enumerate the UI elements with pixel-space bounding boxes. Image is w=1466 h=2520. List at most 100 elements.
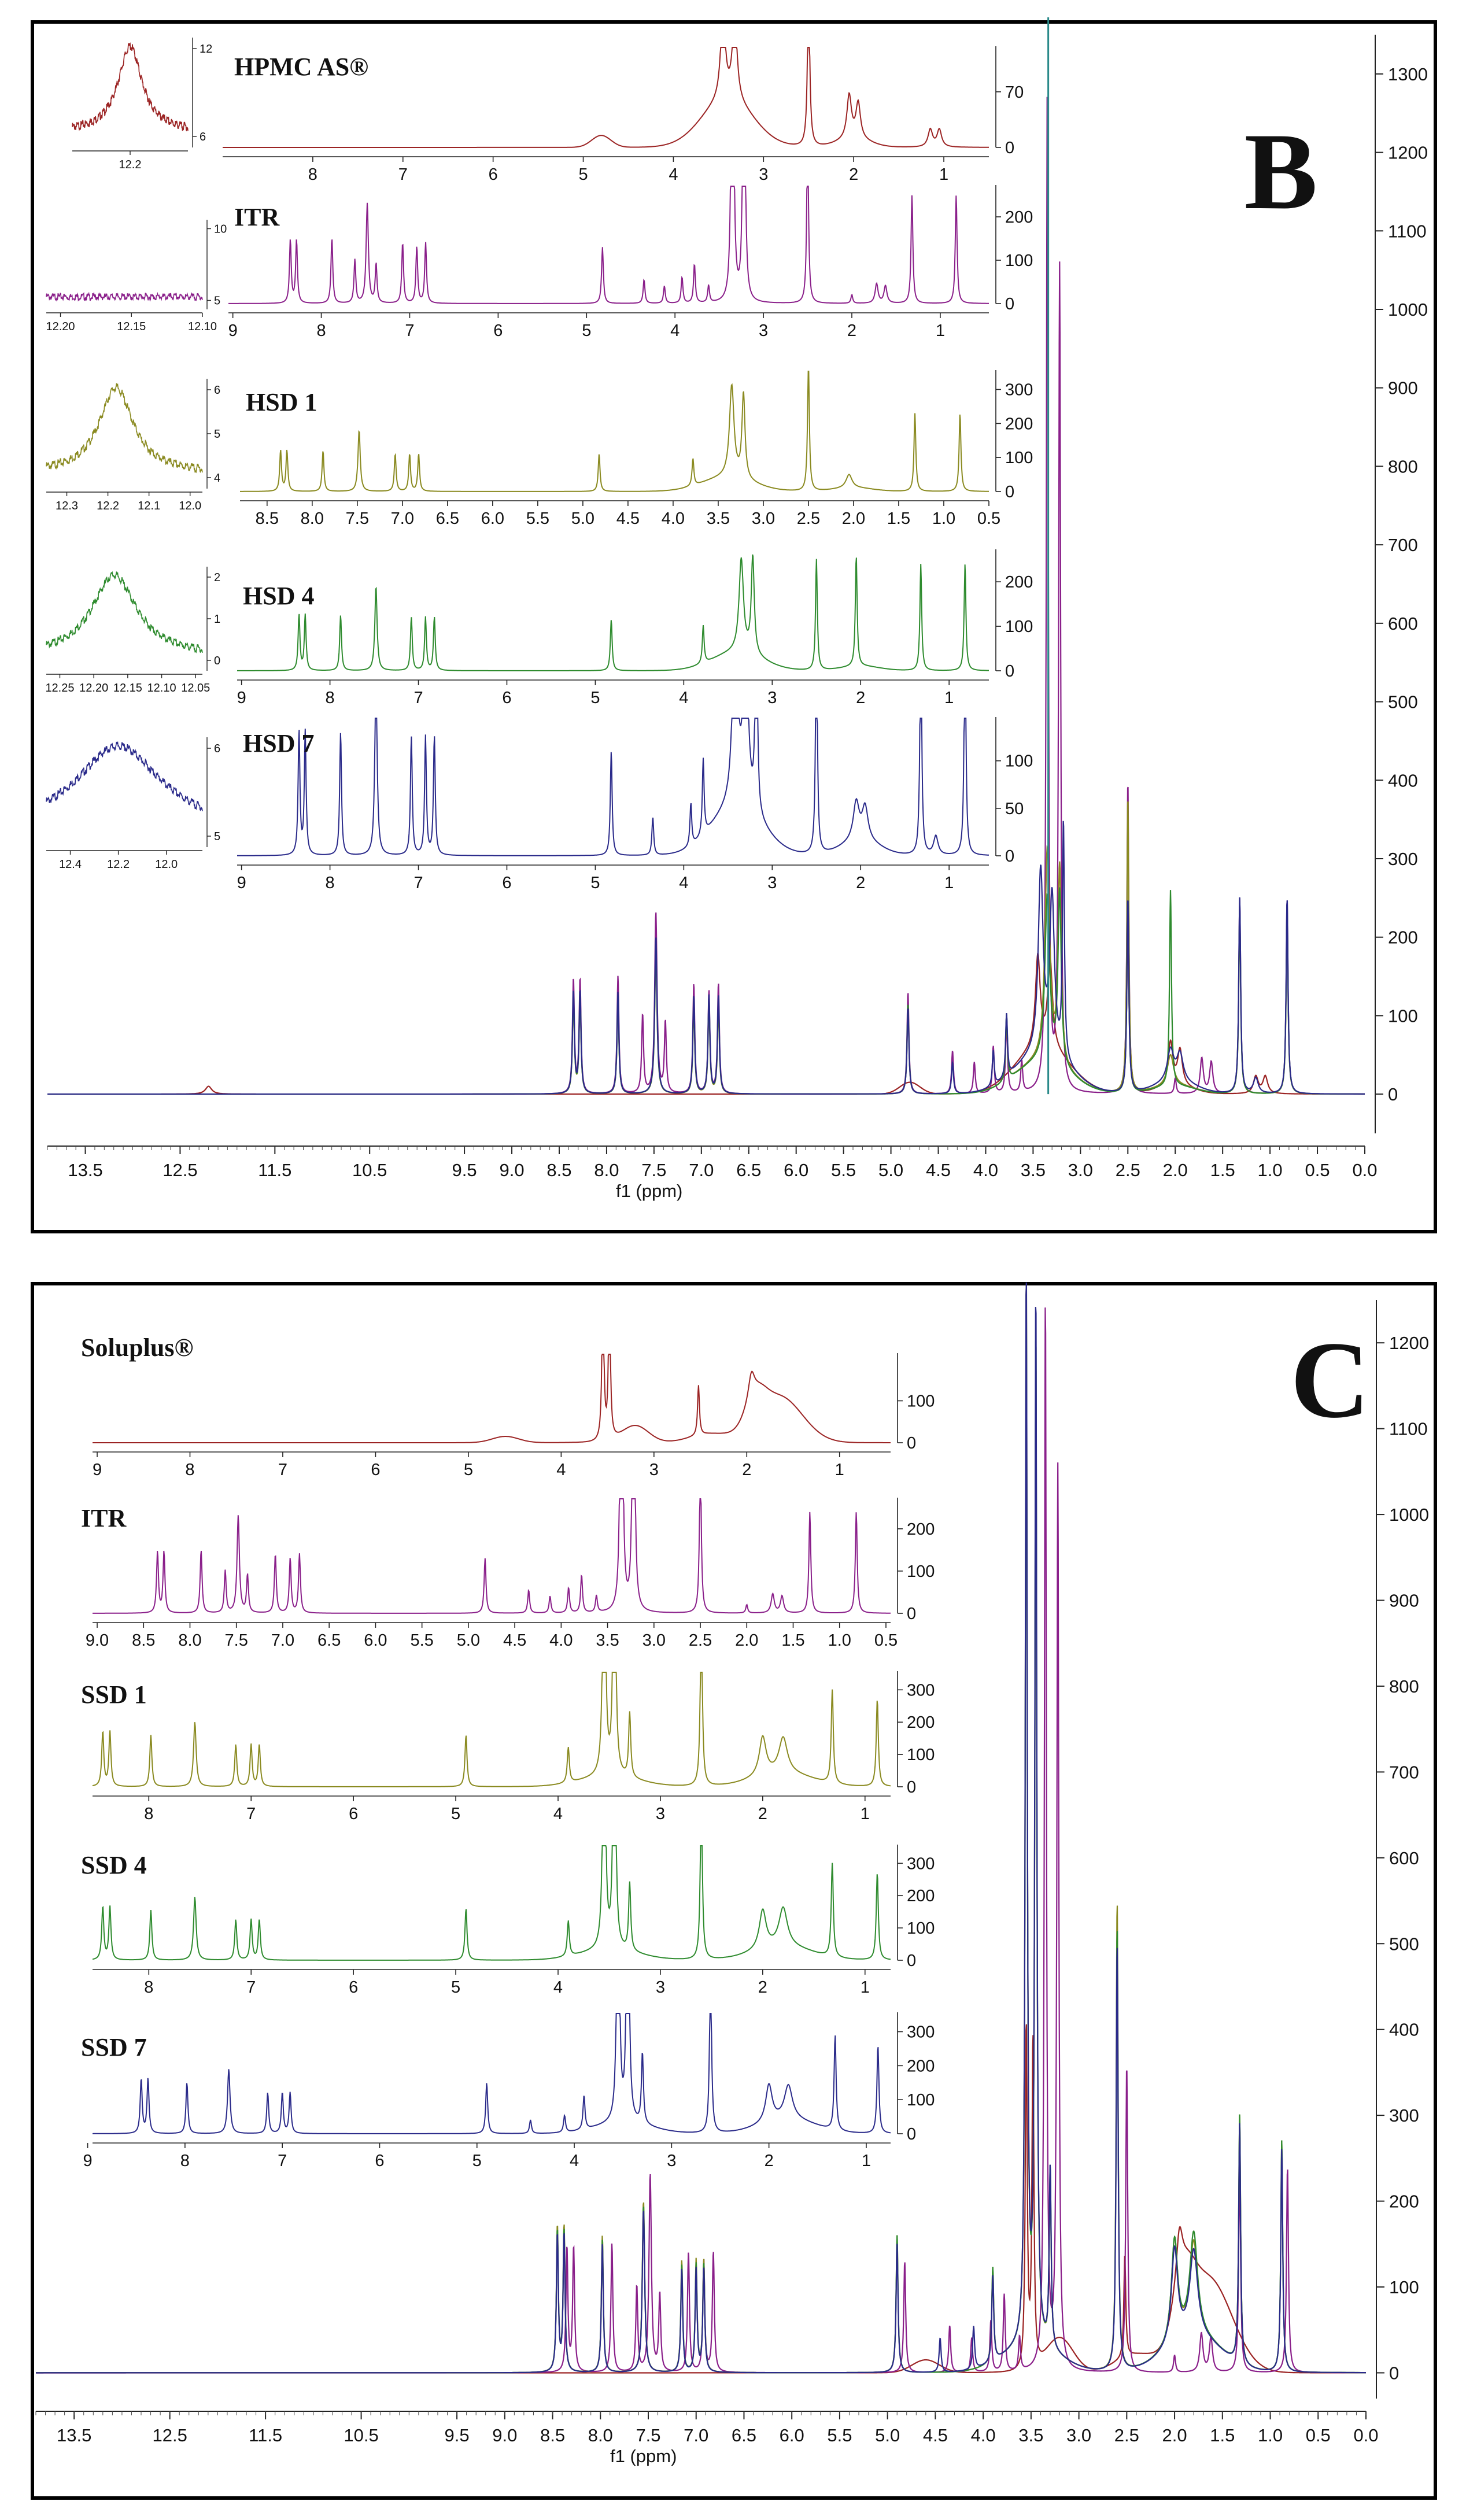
zoom-x-tick-label: 12.2 <box>97 500 119 512</box>
x-tick-label: 4.5 <box>923 2425 948 2445</box>
inset-y-tick-label: 0 <box>1005 139 1014 157</box>
inset-x-tick-label: 6 <box>371 1461 380 1479</box>
inset-x-tick-label: 4 <box>679 874 688 892</box>
x-tick-label: 5.5 <box>827 2425 852 2445</box>
inset-HSD 1: 8.5 8.0 7.5 7.0 6.5 6.0 5.5 5.0 4.5 4.0 3.5 3.0 2.5 2… <box>240 370 1033 528</box>
inset-y-tick-label: 300 <box>907 2023 935 2042</box>
x-tick-label: 2.0 <box>1162 2425 1187 2445</box>
zoom-y-tick-label: 0 <box>214 655 220 667</box>
x-tick-label: 6.5 <box>732 2425 756 2445</box>
y-tick-label: 700 <box>1389 1762 1419 1782</box>
inset-y-tick-label: 0 <box>1005 295 1014 313</box>
x-tick-label: 9.0 <box>492 2425 517 2445</box>
zoom-y-tick-label: 2 <box>214 571 220 584</box>
inset-y-tick-label: 100 <box>907 2091 935 2109</box>
inset-x-tick-label: 1 <box>861 1978 870 1997</box>
inset-SSD 7: 9 8 7 6 5 4 3 2 1 0 100 200 300 SSD 7 <box>81 2012 935 2170</box>
zoom-x-tick-label: 12.10 <box>147 682 176 694</box>
inset-y-tick-label: 200 <box>907 2057 935 2075</box>
inset-y-tick-label: 100 <box>907 1562 935 1581</box>
inset-x-tick-label: 7 <box>278 1461 287 1479</box>
inset-label: HSD 7 <box>243 729 314 758</box>
inset-x-tick-label: 6 <box>502 874 511 892</box>
zoom-y-tick-label: 4 <box>214 472 220 485</box>
inset-HSD 7: 9 8 7 6 5 4 3 2 1 0 50 100 HSD 7 <box>237 717 1033 892</box>
panel-B: 13.5 12.5 11.5 10.5 9.5 9.0 8.5 8.0 7.5 7.0 6.5 6.0… <box>31 17 1437 1233</box>
inset-y-tick-label: 200 <box>1005 208 1033 227</box>
x-tick-label: 6.0 <box>780 2425 804 2445</box>
inset-x-tick-label: 2.5 <box>797 509 820 528</box>
inset-x-tick-label: 6.5 <box>317 1631 341 1650</box>
inset-x-tick-label: 6 <box>493 322 503 340</box>
inset-x-tick-label: 3 <box>649 1461 659 1479</box>
inset-x-tick-label: 1.0 <box>932 509 955 528</box>
inset-x-tick-label: 9 <box>237 874 246 892</box>
y-tick-label: 200 <box>1388 928 1418 948</box>
x-tick-label: 1.0 <box>1258 2425 1283 2445</box>
zoom-spectrum-line <box>72 42 189 132</box>
inset-x-tick-label: 8 <box>144 1978 153 1997</box>
y-tick-label: 900 <box>1389 1591 1419 1611</box>
inset-Soluplus®: 9 8 7 6 5 4 3 2 1 0 100 Soluplus® <box>81 1333 935 1479</box>
x-tick-label: 5.0 <box>875 2425 900 2445</box>
inset-x-tick-label: 7 <box>413 874 423 892</box>
inset-x-tick-label: 3 <box>767 874 777 892</box>
inset-x-tick-label: 4.0 <box>662 509 685 528</box>
x-tick-label: 0.5 <box>1305 1160 1330 1180</box>
x-tick-label: 12.5 <box>152 2425 187 2445</box>
y-tick-label: 1100 <box>1389 1419 1428 1439</box>
inset-x-tick-label: 8.5 <box>256 509 279 528</box>
inset-label: HPMC AS® <box>234 53 368 81</box>
zoom-x-tick-label: 12.2 <box>119 158 142 171</box>
inset-SSD 4: 8 7 6 5 4 3 2 1 0 100 200 300 SSD 4 <box>81 1845 935 1997</box>
panel-letter: B <box>1245 111 1318 232</box>
inset-y-tick-label: 200 <box>907 1520 935 1539</box>
x-tick-label: 5.5 <box>831 1160 856 1180</box>
x-tick-label: 7.0 <box>684 2425 708 2445</box>
inset-x-tick-label: 4 <box>556 1461 566 1479</box>
inset-x-tick-label: 1.5 <box>781 1631 804 1650</box>
inset-y-tick-label: 50 <box>1005 800 1024 818</box>
x-tick-label: 3.0 <box>1068 1160 1093 1180</box>
inset-x-tick-label: 0.5 <box>874 1631 898 1650</box>
inset-x-tick-label: 4.0 <box>549 1631 573 1650</box>
inset-x-tick-label: 9 <box>93 1461 102 1479</box>
inset-x-tick-label: 4 <box>669 165 678 184</box>
x-tick-label: 8.0 <box>594 1160 619 1180</box>
zoom-y-tick-label: 6 <box>214 384 220 397</box>
inset-y-tick-label: 0 <box>1005 483 1014 501</box>
zoom-y-tick-label: 12 <box>200 43 212 56</box>
inset-x-tick-label: 7.5 <box>225 1631 248 1650</box>
panel-C: 13.5 12.5 11.5 10.5 9.5 9.0 8.5 8.0 7.5 7.0 6.5 6.0… <box>31 1282 1437 2500</box>
inset-HSD 4: 9 8 7 6 5 4 3 2 1 0 100 200 HSD 4 <box>237 549 1033 707</box>
y-tick-label: 1100 <box>1388 221 1427 241</box>
zoom-y-tick-label: 10 <box>214 223 227 236</box>
inset-x-tick-label: 3 <box>667 2152 676 2170</box>
inset-x-tick-label: 1 <box>944 689 954 707</box>
x-tick-label: 3.5 <box>1021 1160 1046 1180</box>
inset-y-tick-label: 200 <box>907 1713 935 1732</box>
inset-y-tick-label: 300 <box>907 1854 935 1873</box>
y-tick-label: 1300 <box>1388 64 1428 84</box>
zoom-inset: 12.2 6 12 <box>72 38 212 171</box>
inset-x-tick-label: 8.0 <box>178 1631 201 1650</box>
inset-x-tick-label: 9.0 <box>86 1631 109 1650</box>
inset-x-tick-label: 9 <box>237 689 246 707</box>
inset-x-tick-label: 4.5 <box>616 509 640 528</box>
inset-x-tick-label: 2 <box>856 874 865 892</box>
inset-x-tick-label: 5 <box>582 322 591 340</box>
inset-x-tick-label: 1 <box>939 165 948 184</box>
inset-x-tick-label: 3 <box>759 322 768 340</box>
x-tick-label: 9.0 <box>499 1160 524 1180</box>
x-tick-label: 4.5 <box>926 1160 951 1180</box>
inset-x-tick-label: 7 <box>246 1805 256 1823</box>
x-tick-label: 9.5 <box>445 2425 470 2445</box>
zoom-x-tick-label: 12.1 <box>138 500 160 512</box>
y-tick-label: 200 <box>1389 2192 1419 2212</box>
inset-x-tick-label: 6.0 <box>364 1631 387 1650</box>
y-tick-label: 900 <box>1388 378 1418 398</box>
zoom-x-tick-label: 12.4 <box>59 858 82 871</box>
inset-x-tick-label: 5.5 <box>410 1631 433 1650</box>
inset-x-tick-label: 4.5 <box>503 1631 526 1650</box>
